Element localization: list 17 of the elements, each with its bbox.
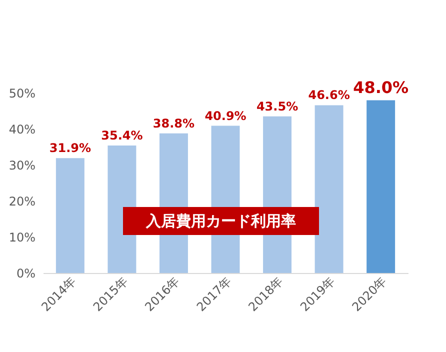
y-tick-label: 20% <box>8 194 36 208</box>
bar <box>314 105 344 273</box>
data-label: 40.9% <box>204 108 246 123</box>
y-tick-label: 50% <box>8 86 36 100</box>
data-label: 48.0% <box>353 78 409 98</box>
y-tick-label: 30% <box>8 158 36 172</box>
y-tick-label: 10% <box>8 230 36 244</box>
data-label: 38.8% <box>152 116 195 130</box>
data-label: 43.5% <box>256 99 298 114</box>
annotation: 入居費用カード利用率 <box>145 212 296 230</box>
y-tick-label: 0% <box>16 266 36 280</box>
data-label: 35.4% <box>101 128 143 143</box>
y-tick-label: 40% <box>8 122 36 136</box>
bar <box>56 158 84 273</box>
data-label: 46.6% <box>308 88 350 102</box>
bar <box>366 100 396 273</box>
data-label: 31.9% <box>49 141 91 156</box>
